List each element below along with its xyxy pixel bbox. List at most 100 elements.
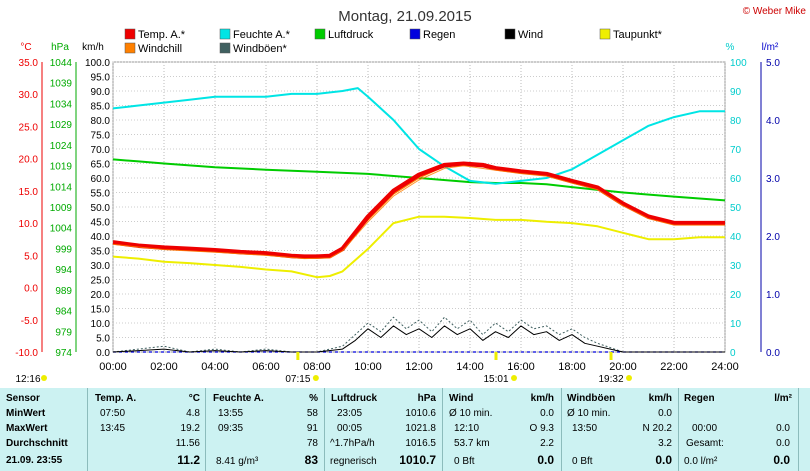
min-gust-label: Ø 10 min. (567, 408, 611, 419)
temp-axis-unit: °C (20, 42, 31, 53)
time-tick-label: 18:00 (558, 361, 586, 373)
time-tick-label: 00:00 (99, 361, 127, 373)
rain-tick-label: 0.0 (766, 348, 780, 359)
time-tick-label: 24:00 (711, 361, 739, 373)
current-wind-bft: 0 Bft (454, 456, 475, 467)
wind-tick-label: 5.0 (96, 334, 110, 345)
humidity-tick-label: 50 (730, 203, 742, 214)
avg-press-value: 1016.5 (405, 438, 436, 449)
current-temp-value: 11.2 (177, 453, 200, 467)
max-temp-time: 13:45 (100, 423, 126, 434)
legend-label: Temp. A.* (138, 29, 186, 41)
current-forecast: regnerisch (330, 456, 377, 467)
series-line-windchill-edge (112, 165, 725, 260)
pressure-tick-label: 1034 (50, 99, 73, 110)
temp-tick-label: 10.0 (19, 219, 39, 230)
legend-label: Windchill (138, 43, 182, 55)
legend-swatch (504, 28, 516, 40)
event-marker-dot (511, 375, 518, 381)
current-gust-value: 0.0 (655, 453, 672, 467)
rain-tick-label: 1.0 (766, 290, 780, 301)
legend-label: Regen (423, 29, 455, 41)
humidity-tick-label: 20 (730, 290, 742, 301)
time-tick-label: 22:00 (660, 361, 688, 373)
current-hum-value: 83 (304, 453, 318, 467)
time-tick-label: 20:00 (609, 361, 637, 373)
max-hum-value: 91 (306, 423, 318, 434)
pressure-tick-label: 994 (55, 265, 72, 276)
avg-rain-label: Gesamt: (686, 438, 724, 449)
wind-tick-label: 40.0 (91, 232, 111, 243)
time-tick-label: 06:00 (252, 361, 280, 373)
humidity-tick-label: 30 (730, 261, 742, 272)
avg-hum-value: 78 (306, 438, 318, 449)
header-wind: Wind (449, 393, 474, 404)
humidity-axis-unit: % (726, 42, 735, 53)
wind-tick-label: 95.0 (91, 73, 111, 84)
row-avg-label: Durchschnitt (6, 438, 68, 449)
event-marker-label: 12:16 (15, 374, 40, 385)
legend-label: Feuchte A.* (233, 29, 291, 41)
event-marker-label: 07:15 (285, 374, 310, 385)
row-min-label: MinWert (6, 408, 46, 419)
pressure-tick-label: 1009 (50, 203, 73, 214)
temp-tick-label: 35.0 (19, 58, 39, 69)
temp-tick-label: 5.0 (24, 251, 38, 262)
header-rain: Regen (684, 393, 715, 404)
legend-label: Taupunkt* (613, 29, 663, 41)
avg-rain-value: 0.0 (776, 438, 790, 449)
avg-gust-value: 3.2 (658, 438, 672, 449)
avg-temp-value: 11.56 (175, 438, 200, 449)
wind-tick-label: 15.0 (91, 305, 111, 316)
humidity-tick-label: 40 (730, 232, 742, 243)
max-rain-time: 00:00 (692, 423, 718, 434)
chart-credit: © Weber Mike (743, 6, 807, 17)
legend-swatch (219, 28, 231, 40)
legend-swatch (409, 28, 421, 40)
temp-tick-label: 20.0 (19, 155, 39, 166)
temp-tick-label: 15.0 (19, 187, 39, 198)
wind-tick-label: 70.0 (91, 145, 111, 156)
pressure-tick-label: 979 (55, 327, 72, 338)
legend-swatch (124, 42, 136, 54)
legend-label: Wind (518, 29, 543, 41)
wind-tick-label: 35.0 (91, 247, 111, 258)
header-press-unit: hPa (417, 393, 436, 404)
header-gust: Windböen (567, 393, 616, 404)
wind-tick-label: 90.0 (91, 87, 111, 98)
min-hum-time: 13:55 (218, 408, 244, 419)
min-temp-time: 07:50 (100, 408, 126, 419)
pressure-tick-label: 1039 (50, 79, 73, 90)
stats-table: Sensor Temp. A. °C Feuchte A. % Luftdruc… (0, 388, 810, 471)
pressure-tick-label: 1044 (50, 58, 73, 69)
time-tick-label: 04:00 (201, 361, 229, 373)
min-temp-value: 4.8 (186, 408, 200, 419)
legend-label: Luftdruck (328, 29, 374, 41)
max-temp-value: 19.2 (180, 423, 200, 434)
header-rain-unit: l/m² (774, 393, 792, 404)
pressure-tick-label: 1004 (50, 224, 73, 235)
wind-tick-label: 50.0 (91, 203, 111, 214)
humidity-tick-label: 60 (730, 174, 742, 185)
time-tick-label: 08:00 (303, 361, 331, 373)
min-wind-label: Ø 10 min. (449, 408, 493, 419)
header-wind-unit: km/h (530, 393, 554, 404)
max-wind-value: O 9.3 (529, 423, 554, 434)
current-abs-humidity: 8.41 g/m³ (216, 456, 259, 467)
max-wind-time: 12:10 (454, 423, 480, 434)
legend-swatch (599, 28, 611, 40)
wind-tick-label: 45.0 (91, 218, 111, 229)
avg-press-trend: ^1.7hPa/h (330, 438, 375, 449)
weather-chart: Montag, 21.09.2015 © Weber Mike Temp. A.* F… (15, 6, 807, 385)
avg-wind-value: 2.2 (540, 438, 554, 449)
time-tick-label: 10:00 (354, 361, 382, 373)
series-line (112, 325, 725, 353)
wind-tick-label: 100.0 (85, 58, 110, 69)
wind-tick-label: 85.0 (91, 102, 111, 113)
time-tick-label: 02:00 (150, 361, 178, 373)
max-press-time: 00:05 (337, 423, 363, 434)
legend-swatch (219, 42, 231, 54)
temp-tick-label: -10.0 (15, 348, 38, 359)
temp-tick-label: 0.0 (24, 284, 38, 295)
current-wind-value: 0.0 (537, 453, 554, 467)
